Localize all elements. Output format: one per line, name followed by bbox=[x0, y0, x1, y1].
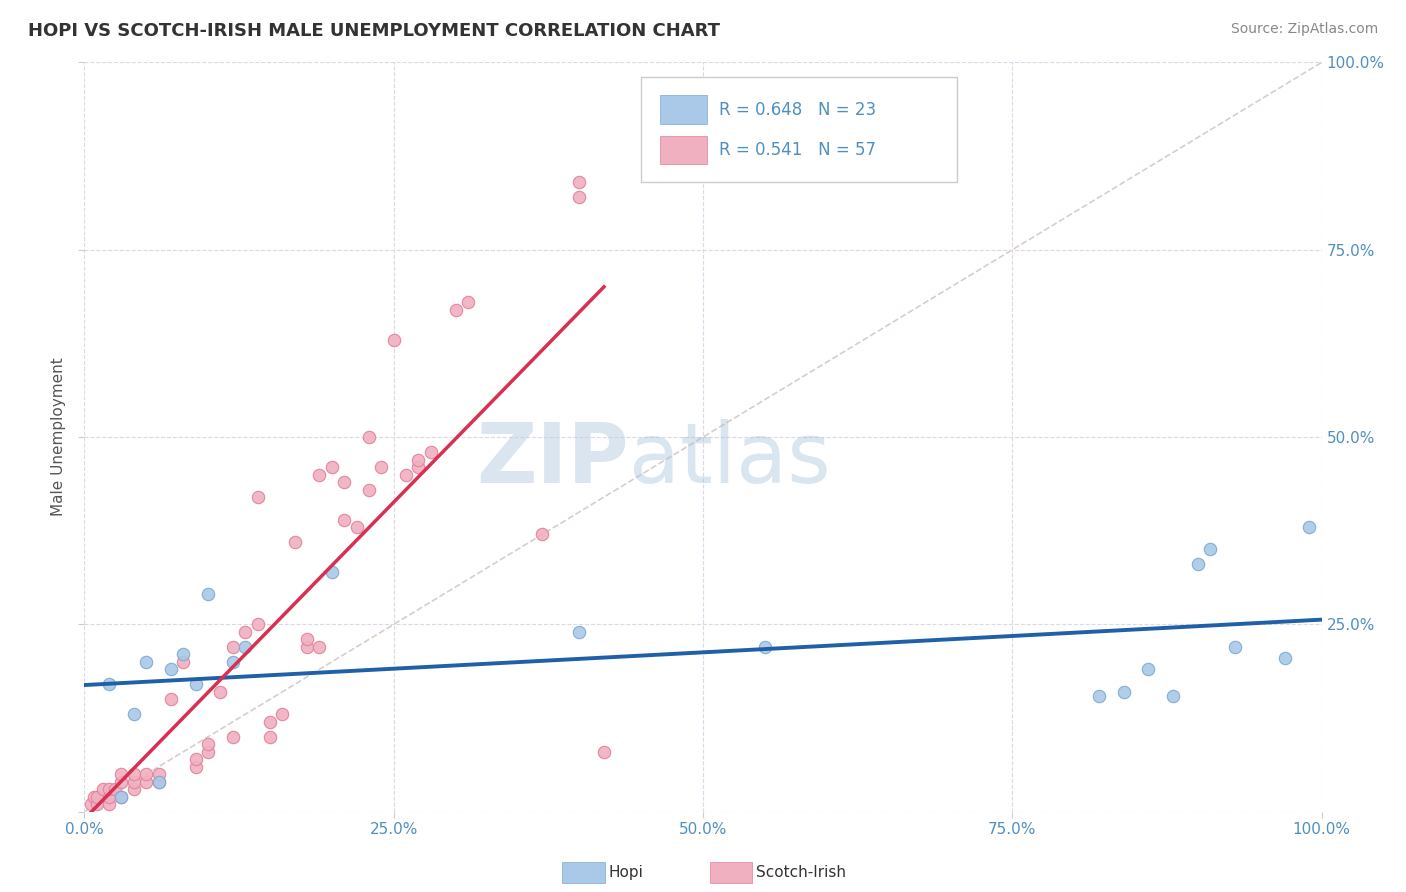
Y-axis label: Male Unemployment: Male Unemployment bbox=[51, 358, 66, 516]
Point bbox=[1088, 689, 1111, 703]
Point bbox=[531, 527, 554, 541]
Point bbox=[122, 707, 145, 722]
Point bbox=[222, 730, 245, 744]
Point bbox=[197, 745, 219, 759]
Point bbox=[408, 460, 430, 475]
Text: Source: ZipAtlas.com: Source: ZipAtlas.com bbox=[1230, 22, 1378, 37]
Point bbox=[568, 624, 591, 639]
Point bbox=[135, 774, 157, 789]
Point bbox=[122, 782, 145, 797]
Point bbox=[197, 737, 219, 751]
Point bbox=[110, 789, 132, 804]
Point bbox=[160, 692, 183, 706]
Point bbox=[321, 565, 343, 579]
Point bbox=[1223, 640, 1246, 654]
Point bbox=[86, 789, 108, 804]
Text: Hopi: Hopi bbox=[609, 865, 644, 880]
Text: ZIP: ZIP bbox=[477, 419, 628, 500]
Point bbox=[98, 789, 121, 804]
Point bbox=[568, 175, 591, 189]
Point bbox=[1274, 651, 1296, 665]
Point bbox=[83, 789, 105, 804]
Point bbox=[148, 774, 170, 789]
Point bbox=[419, 445, 441, 459]
Point bbox=[135, 655, 157, 669]
Point bbox=[444, 302, 467, 317]
Point bbox=[184, 760, 207, 774]
Point bbox=[333, 475, 356, 489]
Point bbox=[1187, 558, 1209, 572]
Point bbox=[321, 460, 343, 475]
Point bbox=[408, 452, 430, 467]
Text: Scotch-Irish: Scotch-Irish bbox=[756, 865, 846, 880]
Point bbox=[110, 767, 132, 781]
Point bbox=[754, 640, 776, 654]
Point bbox=[370, 460, 392, 475]
Point bbox=[568, 190, 591, 204]
Point bbox=[259, 730, 281, 744]
Point bbox=[110, 774, 132, 789]
Point bbox=[86, 797, 108, 812]
Point bbox=[1161, 689, 1184, 703]
Point bbox=[246, 617, 269, 632]
FancyBboxPatch shape bbox=[659, 95, 707, 124]
Point bbox=[259, 714, 281, 729]
Point bbox=[91, 782, 114, 797]
Text: atlas: atlas bbox=[628, 419, 831, 500]
Point bbox=[233, 624, 256, 639]
Point bbox=[148, 767, 170, 781]
Point bbox=[593, 745, 616, 759]
Point bbox=[308, 467, 330, 482]
Point bbox=[1199, 542, 1222, 557]
Point bbox=[1137, 662, 1160, 676]
Point bbox=[382, 333, 405, 347]
Point bbox=[135, 767, 157, 781]
Point bbox=[308, 640, 330, 654]
Point bbox=[79, 797, 101, 812]
Point bbox=[184, 752, 207, 766]
Point bbox=[222, 640, 245, 654]
Point bbox=[98, 677, 121, 691]
Point bbox=[148, 774, 170, 789]
Point bbox=[346, 520, 368, 534]
Point bbox=[284, 535, 307, 549]
Text: HOPI VS SCOTCH-IRISH MALE UNEMPLOYMENT CORRELATION CHART: HOPI VS SCOTCH-IRISH MALE UNEMPLOYMENT C… bbox=[28, 22, 720, 40]
Point bbox=[197, 587, 219, 601]
Point bbox=[104, 782, 127, 797]
Point bbox=[172, 648, 194, 662]
Point bbox=[160, 662, 183, 676]
Point bbox=[122, 767, 145, 781]
Point bbox=[98, 797, 121, 812]
Point bbox=[395, 467, 418, 482]
Point bbox=[457, 295, 479, 310]
Point bbox=[1112, 685, 1135, 699]
FancyBboxPatch shape bbox=[659, 136, 707, 164]
Point bbox=[184, 677, 207, 691]
Point bbox=[110, 789, 132, 804]
Point bbox=[122, 774, 145, 789]
Text: R = 0.541   N = 57: R = 0.541 N = 57 bbox=[718, 141, 876, 159]
Point bbox=[209, 685, 232, 699]
Point bbox=[271, 707, 294, 722]
Text: R = 0.648   N = 23: R = 0.648 N = 23 bbox=[718, 101, 876, 119]
Point bbox=[357, 430, 380, 444]
Point bbox=[233, 640, 256, 654]
Point bbox=[333, 512, 356, 526]
Point bbox=[172, 655, 194, 669]
Point bbox=[357, 483, 380, 497]
FancyBboxPatch shape bbox=[641, 78, 956, 182]
Point bbox=[295, 632, 318, 647]
Point bbox=[295, 640, 318, 654]
Point bbox=[98, 782, 121, 797]
Point bbox=[246, 490, 269, 504]
Point bbox=[222, 655, 245, 669]
Point bbox=[1298, 520, 1320, 534]
